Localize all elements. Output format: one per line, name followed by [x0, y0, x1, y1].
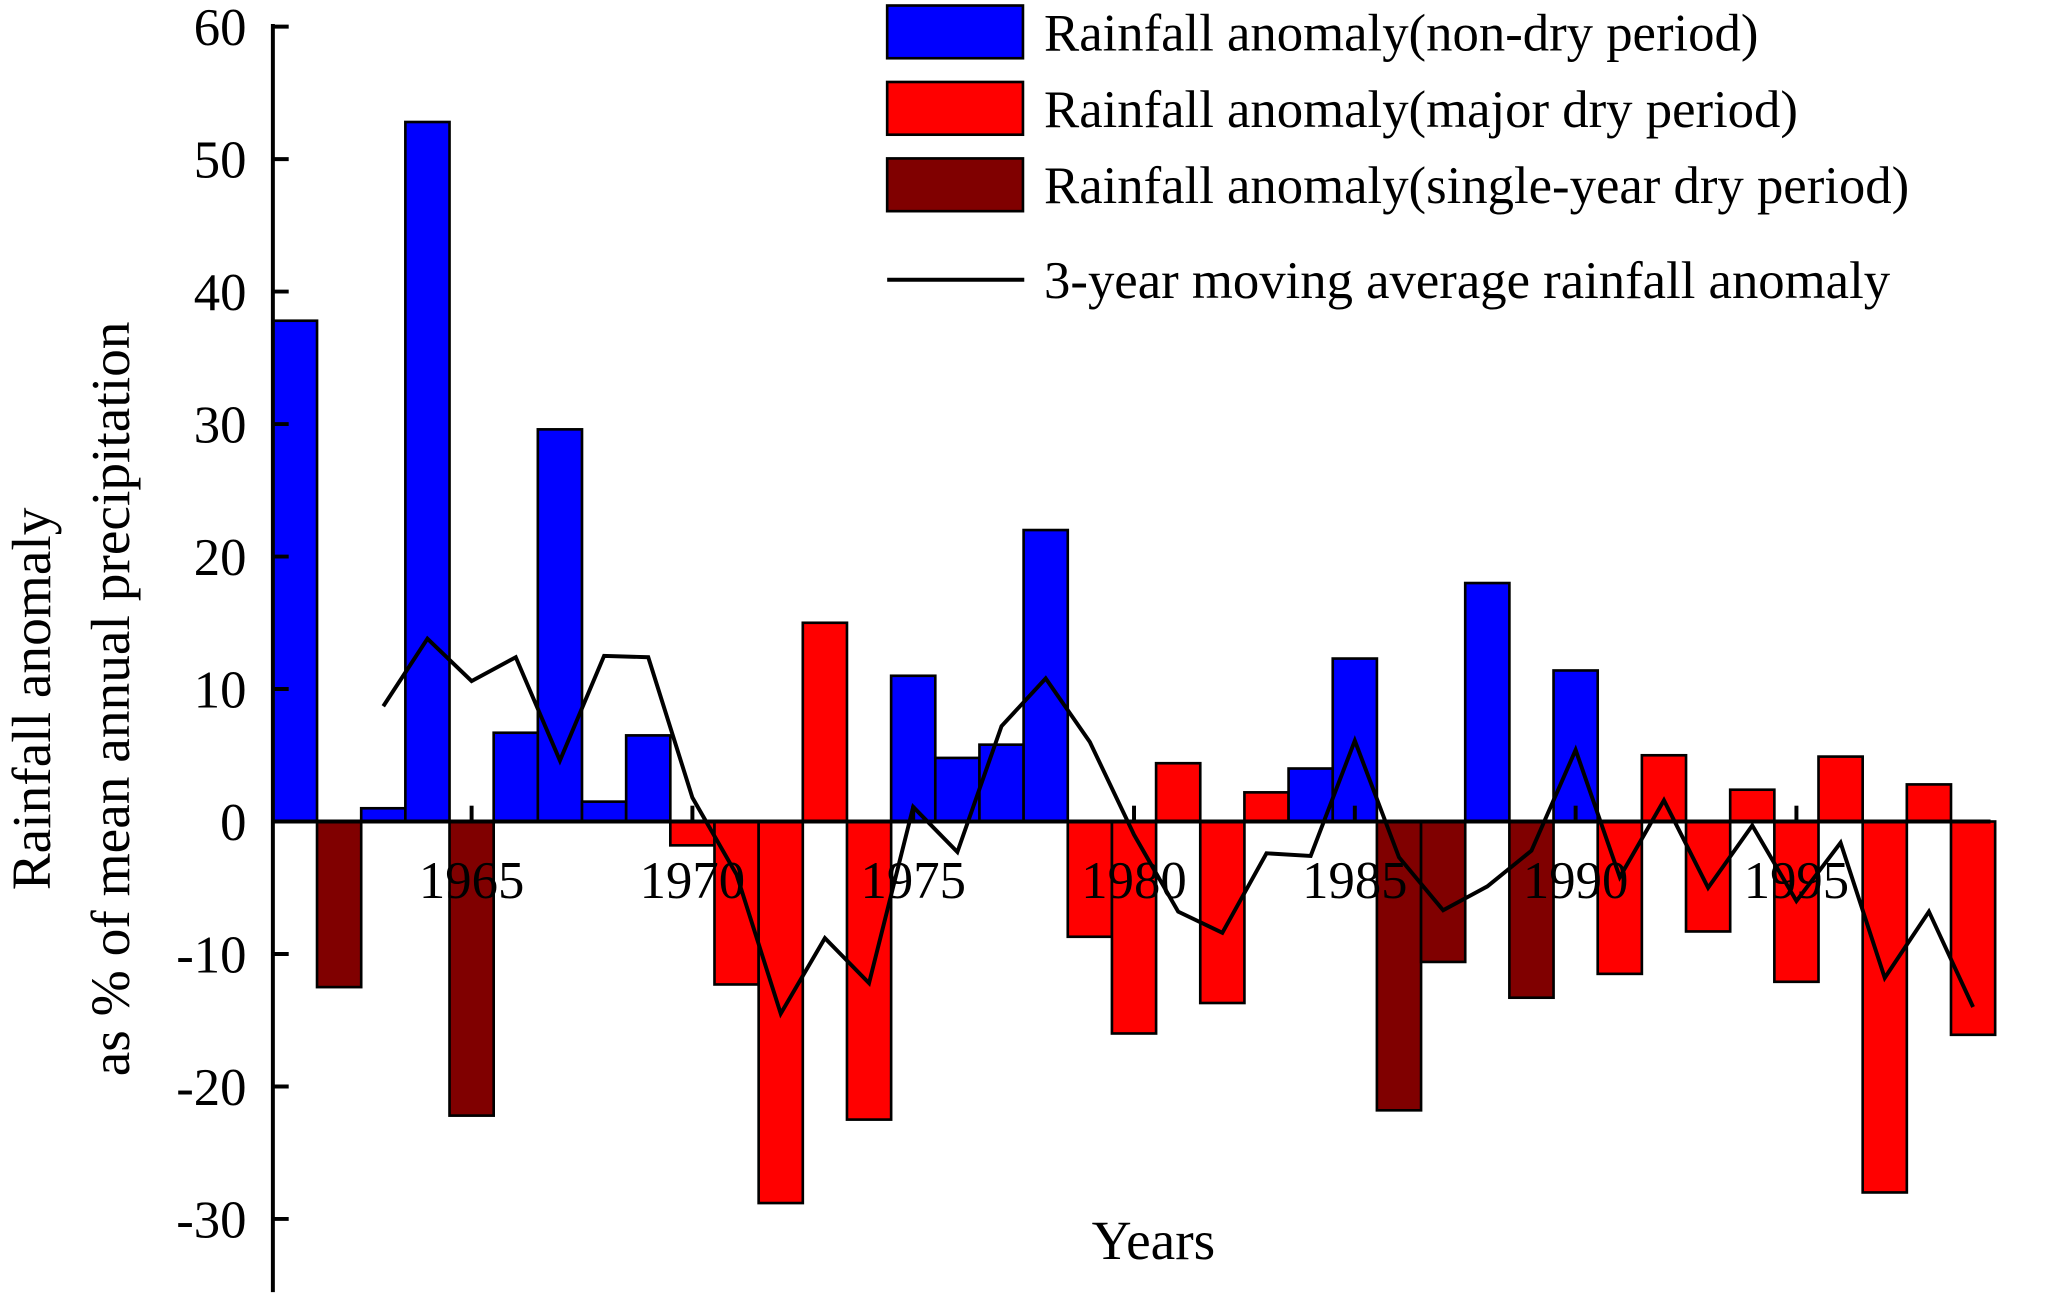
legend-swatch-single_dry	[885, 157, 1025, 213]
bar-1968	[580, 800, 628, 823]
x-tick-label: 1980	[1081, 852, 1186, 910]
y-tick-label: 10	[194, 661, 247, 719]
bar-1998	[1905, 783, 1953, 823]
bar-1982	[1198, 820, 1246, 1005]
y-axis-title-line2: as % of mean annual precipitation	[80, 322, 141, 1077]
y-tick-label: 0	[220, 794, 246, 852]
y-tick-label: 40	[194, 264, 247, 322]
bar-1962	[315, 820, 363, 989]
bar-1969	[624, 734, 672, 823]
legend-swatch-major_dry	[885, 80, 1025, 137]
x-tick-label: 1985	[1302, 852, 1407, 910]
bar-1965	[448, 820, 495, 1117]
y-axis-title-line1: Rainfall anomaly	[1, 507, 62, 890]
legend-label-non_dry: Rainfall anomaly(non-dry period)	[1044, 4, 1758, 62]
bar-1963	[359, 806, 407, 823]
bar-1991	[1596, 820, 1644, 976]
y-tick-label: -10	[176, 926, 246, 984]
x-tick-label: 1975	[860, 852, 965, 910]
y-tick-label: 30	[194, 397, 247, 455]
y-tick-label: 50	[194, 132, 247, 190]
moving-average-line	[381, 635, 1975, 1019]
x-axis-title: Years	[1092, 1210, 1216, 1271]
moving-average-group	[381, 635, 1975, 1019]
bar-1973	[801, 621, 849, 823]
bar-1997	[1861, 820, 1909, 1194]
bar-1966	[492, 731, 540, 823]
bar-1981	[1154, 761, 1202, 823]
bar-1964	[404, 120, 451, 823]
bar-1961	[271, 319, 319, 823]
legend-label-major_dry: Rainfall anomaly(major dry period)	[1044, 81, 1798, 139]
x-tick-label: 1990	[1523, 852, 1628, 910]
y-tick-label: -20	[176, 1059, 246, 1117]
bar-1975	[889, 674, 937, 823]
legend-label-line: 3-year moving average rainfall anomaly	[1044, 252, 1891, 310]
bar-1977	[978, 743, 1025, 823]
y-tick-label: -30	[176, 1191, 246, 1249]
x-tick-label: 1965	[419, 852, 524, 910]
legend-swatch-non_dry	[885, 4, 1025, 60]
legend: Rainfall anomaly(non-dry period) Rainfall…	[885, 4, 1909, 310]
bar-1993	[1684, 820, 1732, 933]
legend-label-single_dry: Rainfall anomaly(single-year dry period)	[1044, 157, 1909, 215]
bar-1996	[1817, 755, 1864, 823]
y-tick-label: 60	[194, 0, 247, 57]
bar-1988	[1463, 581, 1511, 823]
y-tick-label: 20	[194, 529, 247, 587]
bar-1992	[1640, 753, 1688, 823]
bar-1983	[1243, 791, 1290, 823]
bar-1994	[1728, 788, 1776, 823]
